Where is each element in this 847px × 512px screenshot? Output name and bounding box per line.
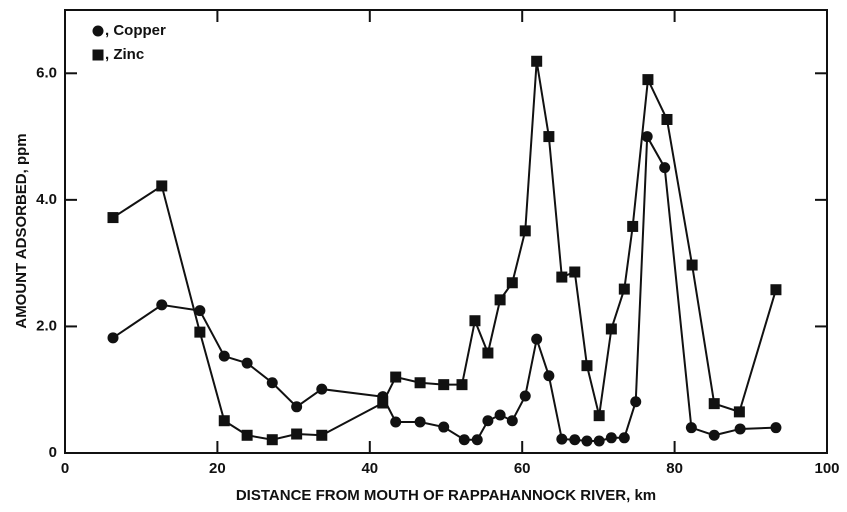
series-line	[112, 133, 776, 442]
data-point	[291, 428, 303, 440]
data-point	[291, 401, 303, 413]
data-point	[471, 434, 483, 446]
data-point	[659, 162, 671, 174]
data-point	[708, 429, 720, 441]
data-point	[661, 113, 673, 125]
data-point	[618, 432, 630, 444]
data-point	[438, 421, 450, 433]
data-point	[569, 266, 581, 278]
data-point	[734, 423, 746, 435]
data-point	[266, 434, 278, 446]
data-point	[390, 371, 402, 383]
data-point	[531, 333, 543, 345]
data-point	[581, 360, 593, 372]
data-point	[618, 283, 630, 295]
data-point	[456, 379, 468, 391]
legend-marker	[92, 25, 104, 37]
data-point	[458, 434, 470, 446]
data-point	[438, 379, 450, 391]
y-tick-label: 0	[49, 444, 57, 461]
y-tick-label: 4.0	[36, 191, 57, 208]
data-point	[556, 271, 568, 283]
data-point	[194, 326, 206, 338]
x-tick-label: 40	[361, 460, 378, 477]
data-point	[519, 225, 531, 237]
data-point	[414, 416, 426, 428]
data-point	[494, 294, 506, 306]
data-point	[506, 277, 518, 289]
data-point	[531, 55, 543, 67]
data-point	[482, 347, 494, 359]
y-tick-label: 2.0	[36, 317, 57, 334]
data-point	[241, 429, 253, 441]
x-tick-label: 20	[209, 460, 226, 477]
data-point	[156, 299, 168, 311]
y-axis-title: AMOUNT ADSORBED, ppm	[13, 133, 30, 328]
data-point	[543, 370, 555, 382]
data-point	[316, 383, 328, 395]
data-point	[482, 415, 494, 427]
data-point	[770, 284, 782, 296]
data-point	[107, 332, 119, 344]
data-point	[266, 377, 278, 389]
data-point	[506, 415, 518, 427]
legend-label: , Zinc	[105, 46, 144, 63]
data-point	[733, 406, 745, 418]
data-point	[107, 212, 119, 224]
data-point	[605, 323, 617, 335]
plot-frame	[64, 9, 828, 454]
legend-marker	[92, 49, 104, 61]
legend-label: , Copper	[105, 22, 166, 39]
data-point	[316, 429, 328, 441]
data-point	[390, 416, 402, 428]
data-point	[569, 434, 581, 446]
data-point	[708, 398, 720, 410]
data-point	[770, 422, 782, 434]
data-point	[241, 357, 253, 369]
data-point	[519, 390, 531, 402]
data-point	[642, 74, 654, 86]
data-point	[593, 410, 605, 422]
data-point	[469, 315, 481, 327]
x-tick-label: 100	[814, 460, 839, 477]
x-tick-label: 60	[514, 460, 531, 477]
data-point	[543, 131, 555, 143]
data-point	[218, 350, 230, 362]
x-tick-label: 0	[61, 460, 69, 477]
x-axis-title: DISTANCE FROM MOUTH OF RAPPAHANNOCK RIVE…	[236, 487, 656, 504]
y-tick-label: 6.0	[36, 64, 57, 81]
data-point	[686, 259, 698, 271]
data-point	[627, 220, 639, 232]
data-point	[156, 180, 168, 192]
data-point	[377, 397, 389, 409]
data-point	[685, 422, 697, 434]
data-point	[414, 377, 426, 389]
data-point	[641, 131, 653, 143]
x-tick-label: 80	[666, 460, 683, 477]
data-point	[494, 409, 506, 421]
data-point	[593, 435, 605, 447]
data-point	[630, 396, 642, 408]
data-point	[605, 432, 617, 444]
data-point	[194, 305, 206, 317]
data-point	[581, 435, 593, 447]
data-point	[218, 415, 230, 427]
data-point	[556, 433, 568, 445]
